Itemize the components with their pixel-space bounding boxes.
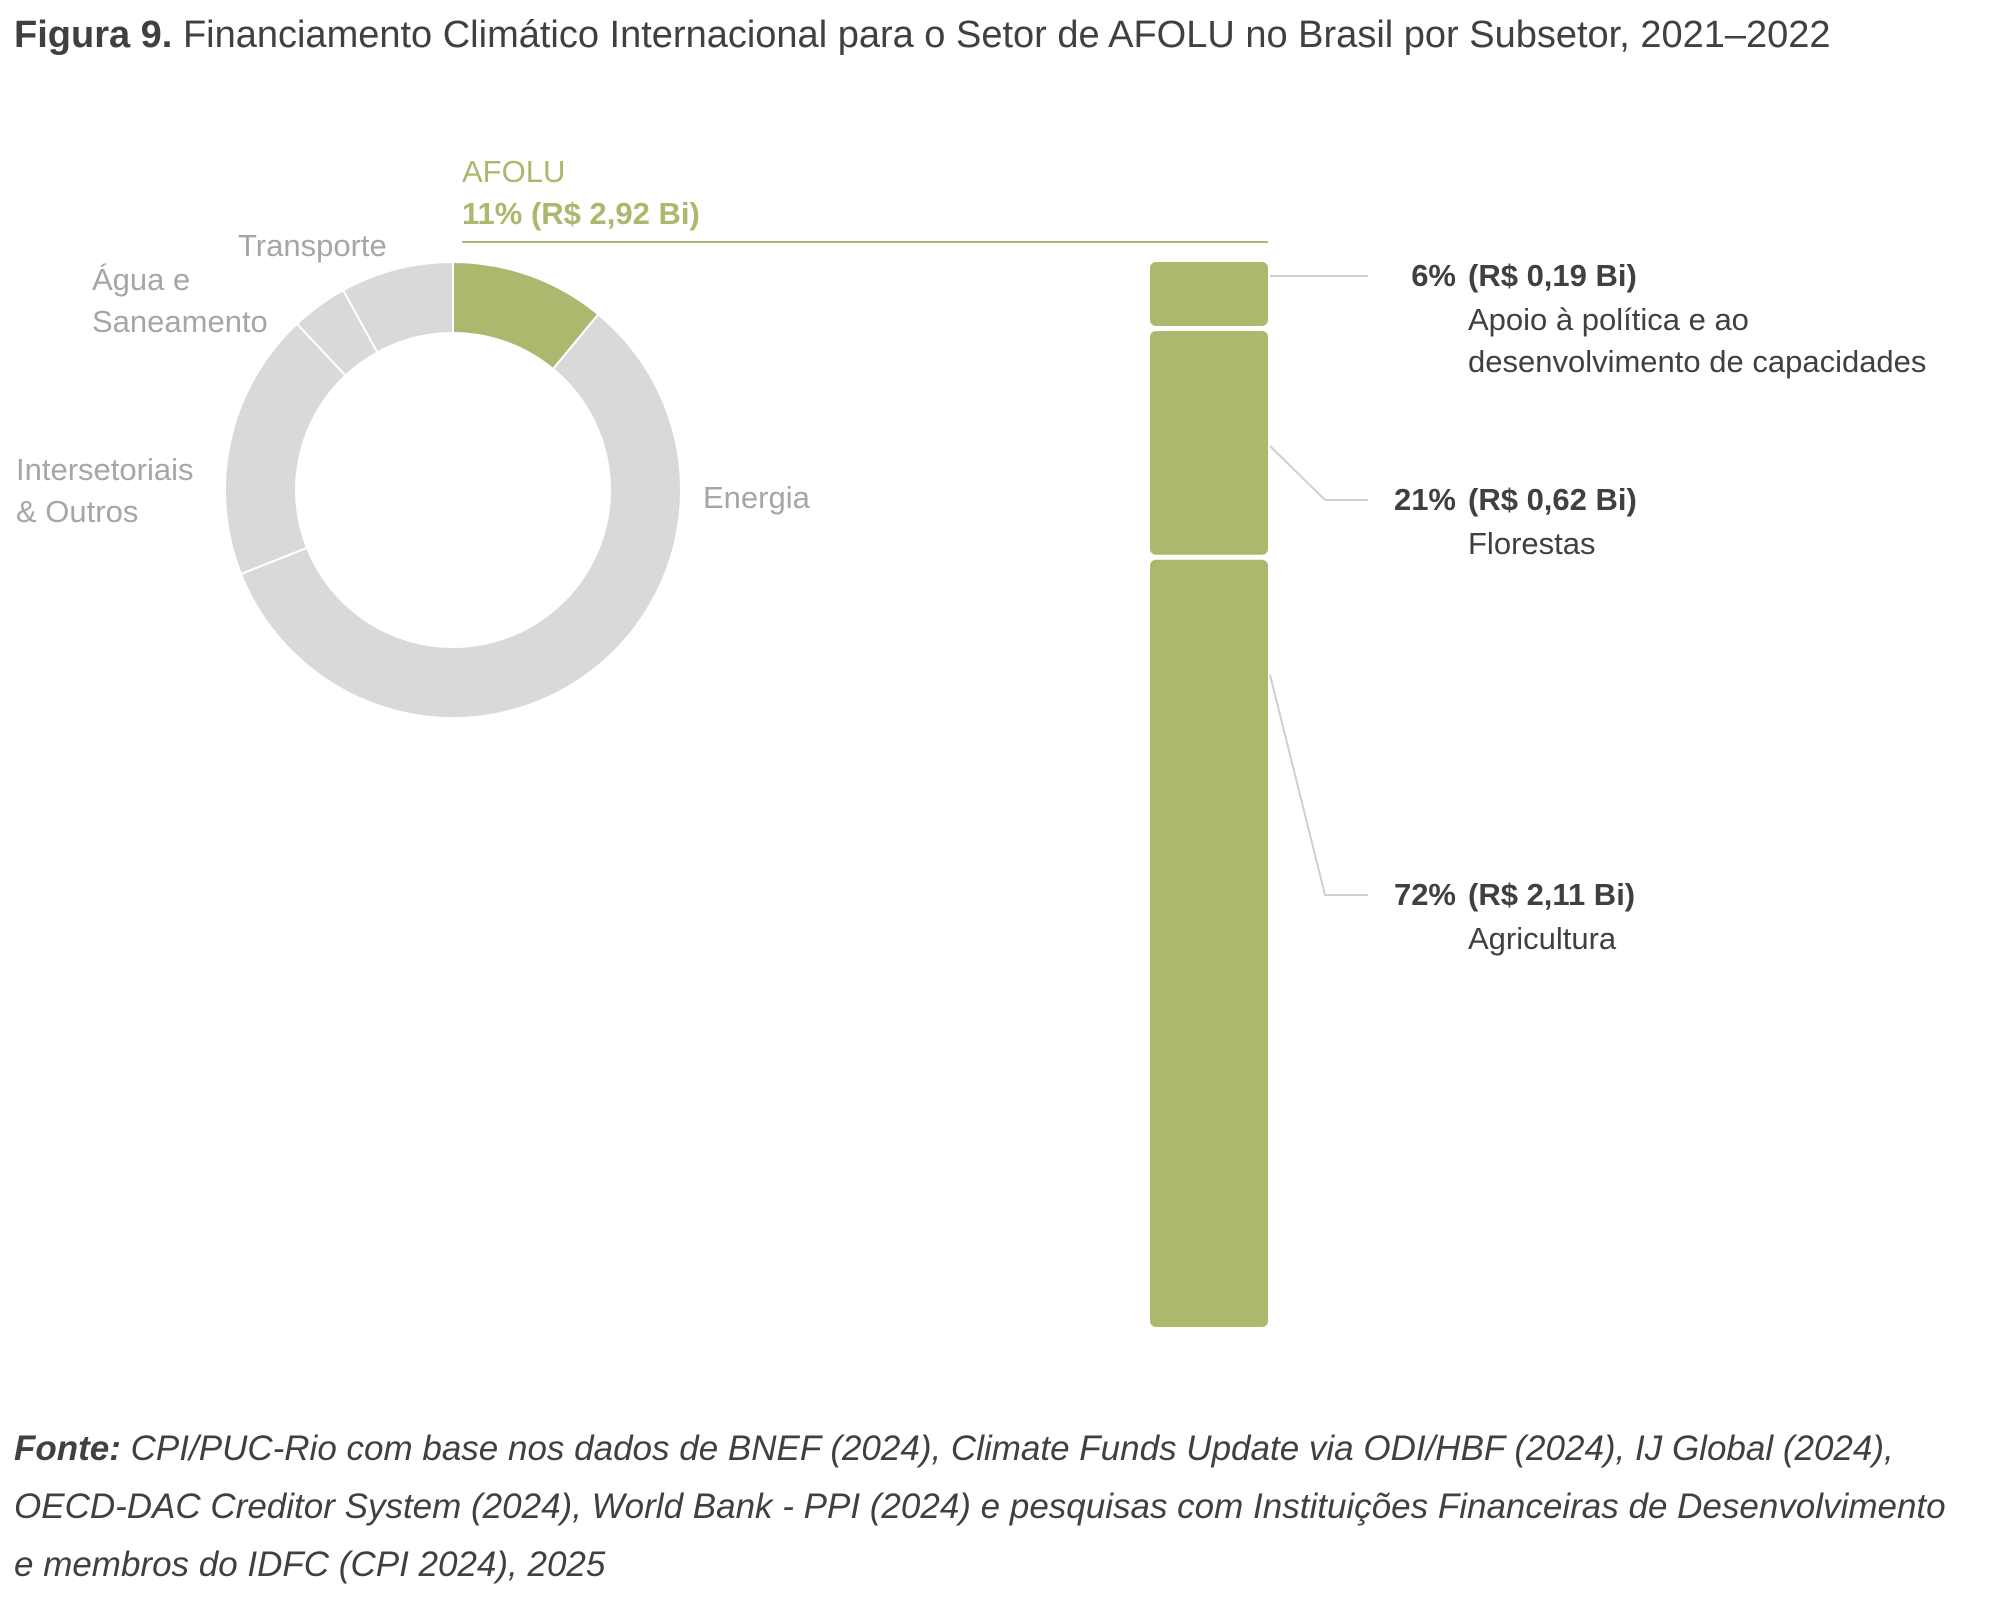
segment-leader-line: [1269, 674, 1368, 896]
source-note: Fonte: CPI/PUC-Rio com base nos dados de…: [14, 1420, 1974, 1594]
donut-slice-label: Intersetoriais: [16, 452, 193, 487]
figure-title: Figura 9. Financiamento Climático Intern…: [14, 14, 1831, 57]
segment-value-label: (R$ 0,19 Bi): [1468, 258, 1637, 293]
chart-canvas: Energia Intersetoriais & Outros Água e Sanea…: [16, 154, 1926, 1327]
donut-slice-energia: [239, 312, 682, 719]
segment-value-label: (R$ 0,62 Bi): [1468, 482, 1637, 517]
segment-category-label: Agricultura: [1468, 921, 1617, 956]
donut-slice-label: Água e: [92, 262, 190, 297]
donut-slice-label: & Outros: [16, 494, 138, 529]
stacked-bar-segment-2: [1150, 330, 1268, 555]
segment-leader-line: [1269, 445, 1368, 501]
stacked-bar-segment-1: [1150, 262, 1268, 326]
segment-percent-label: 6%: [1411, 258, 1456, 293]
donut-slice-intersetoriais-outros: [224, 322, 347, 576]
segment-percent-label: 21%: [1394, 482, 1456, 517]
afolu-callout-value: 11% (R$ 2,92 Bi): [462, 196, 700, 231]
segment-percent-label: 72%: [1394, 877, 1456, 912]
donut-slice-label: Transporte: [238, 228, 387, 263]
segment-category-label: Apoio à política e ao: [1468, 302, 1749, 337]
source-text: CPI/PUC-Rio com base nos dados de BNEF (…: [14, 1429, 1946, 1584]
figure-title-text: Financiamento Climático Internacional pa…: [182, 14, 1831, 56]
donut-slice-label: Energia: [703, 480, 811, 515]
source-prefix: Fonte:: [14, 1429, 121, 1468]
afolu-callout-label: AFOLU: [462, 154, 565, 189]
segment-category-label: Florestas: [1468, 526, 1595, 561]
stacked-bar-segment-3: [1150, 559, 1268, 1327]
segment-category-label: desenvolvimento de capacidades: [1468, 344, 1926, 379]
donut-slice-label: Saneamento: [92, 304, 268, 339]
segment-value-label: (R$ 2,11 Bi): [1468, 877, 1635, 912]
donut-slice-transporte: [341, 260, 454, 354]
figure-title-prefix: Figura 9.: [14, 14, 173, 56]
